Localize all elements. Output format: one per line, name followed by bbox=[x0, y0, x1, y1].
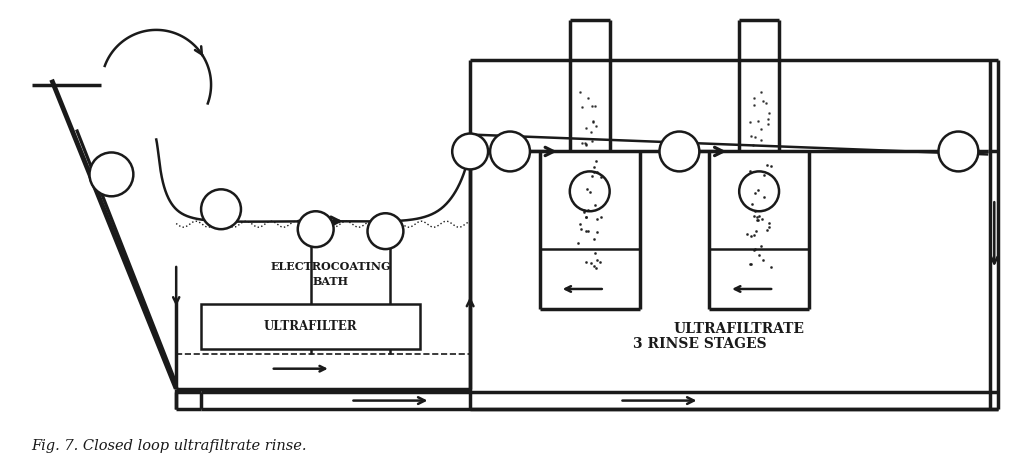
Circle shape bbox=[368, 213, 403, 249]
Circle shape bbox=[659, 131, 699, 172]
Bar bbox=[201, 304, 420, 349]
Circle shape bbox=[490, 131, 530, 172]
Text: BATH: BATH bbox=[312, 277, 348, 288]
Circle shape bbox=[453, 133, 488, 169]
Text: ELECTROCOATING: ELECTROCOATING bbox=[270, 261, 391, 272]
Text: Fig. 7. Closed loop ultrafiltrate rinse.: Fig. 7. Closed loop ultrafiltrate rinse. bbox=[32, 440, 307, 454]
Circle shape bbox=[739, 172, 779, 211]
Text: ULTRAFILTER: ULTRAFILTER bbox=[264, 320, 357, 333]
Circle shape bbox=[569, 172, 609, 211]
Text: ULTRAFILTRATE: ULTRAFILTRATE bbox=[674, 322, 805, 336]
Circle shape bbox=[938, 131, 978, 172]
Circle shape bbox=[201, 189, 241, 229]
Circle shape bbox=[89, 152, 133, 196]
Circle shape bbox=[298, 211, 334, 247]
Text: 3 RINSE STAGES: 3 RINSE STAGES bbox=[633, 337, 766, 351]
